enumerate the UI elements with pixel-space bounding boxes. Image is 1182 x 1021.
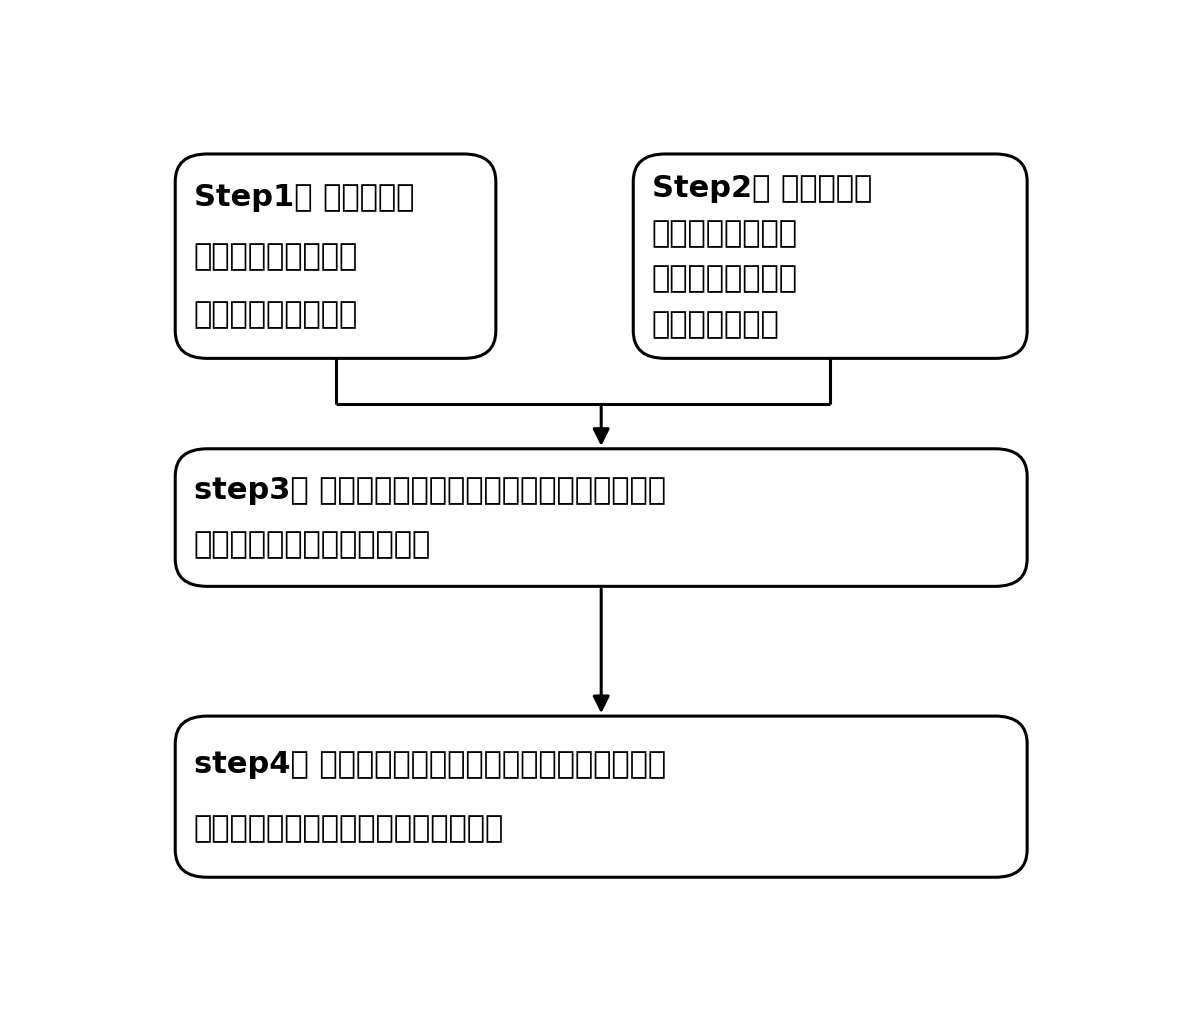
FancyBboxPatch shape bbox=[634, 154, 1027, 358]
FancyBboxPatch shape bbox=[175, 449, 1027, 586]
Text: 于河流相控约束的低频模型。: 于河流相控约束的低频模型。 bbox=[194, 531, 430, 560]
Text: 震反演，获取古河道储集体弹性参数。: 震反演，获取古河道储集体弹性参数。 bbox=[194, 815, 504, 843]
FancyBboxPatch shape bbox=[175, 716, 1027, 877]
Text: 后地震数据，开展: 后地震数据，开展 bbox=[651, 264, 798, 293]
Text: step4： 基于河流相控约束的低频模型，开展叠前地: step4： 基于河流相控约束的低频模型，开展叠前地 bbox=[194, 750, 665, 779]
FancyBboxPatch shape bbox=[175, 154, 496, 358]
Text: Step2： 基于测井数: Step2： 基于测井数 bbox=[651, 174, 872, 202]
Text: 低频模型构建。: 低频模型构建。 bbox=[651, 309, 779, 339]
Text: 敏感地震属性提取。: 敏感地震属性提取。 bbox=[194, 300, 358, 329]
Text: 据、层位数据、叠: 据、层位数据、叠 bbox=[651, 218, 798, 248]
Text: Step1： 基于叠后地: Step1： 基于叠后地 bbox=[194, 183, 414, 212]
Text: step3： 基于均方根振幅属性体和低频模型体构建基: step3： 基于均方根振幅属性体和低频模型体构建基 bbox=[194, 476, 665, 504]
Text: 震数据，开展古河道: 震数据，开展古河道 bbox=[194, 242, 358, 271]
